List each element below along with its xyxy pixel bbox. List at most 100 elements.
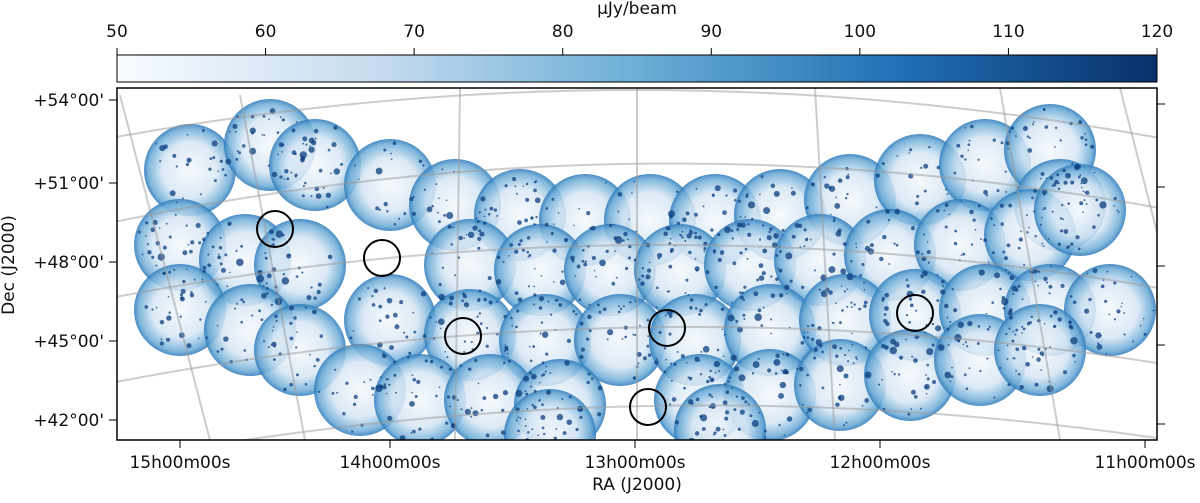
- source: [283, 178, 286, 181]
- source: [267, 164, 270, 167]
- source: [1113, 205, 1115, 207]
- source: [992, 138, 996, 142]
- source: [544, 222, 549, 227]
- source: [217, 255, 222, 260]
- source: [885, 321, 890, 327]
- source: [229, 271, 231, 274]
- source: [978, 269, 985, 276]
- source: [480, 196, 486, 202]
- source: [262, 114, 266, 118]
- source: [208, 167, 212, 171]
- source: [317, 282, 322, 287]
- source: [1106, 270, 1109, 273]
- source: [595, 275, 597, 278]
- pointing: [134, 264, 226, 356]
- source: [946, 328, 950, 331]
- source: [852, 362, 855, 365]
- source: [525, 197, 530, 202]
- source: [282, 273, 286, 276]
- source: [681, 236, 684, 239]
- source: [279, 116, 282, 118]
- source: [284, 169, 289, 174]
- source: [1062, 168, 1066, 173]
- source: [403, 212, 407, 216]
- source: [375, 206, 380, 211]
- source: [698, 312, 702, 316]
- source: [452, 226, 455, 229]
- source: [953, 241, 958, 246]
- source: [617, 310, 621, 314]
- source: [678, 233, 681, 236]
- source: [837, 178, 843, 183]
- source: [539, 332, 542, 335]
- source: [710, 395, 714, 398]
- source: [1071, 162, 1074, 165]
- source: [950, 375, 954, 379]
- source: [863, 300, 868, 305]
- source: [541, 426, 545, 430]
- source: [418, 427, 422, 431]
- source: [573, 224, 575, 227]
- source: [381, 353, 387, 359]
- source: [1006, 344, 1009, 347]
- source: [775, 277, 779, 281]
- source: [272, 326, 275, 328]
- source: [1002, 307, 1006, 310]
- source: [1028, 321, 1032, 325]
- source: [669, 237, 672, 240]
- source: [944, 203, 949, 208]
- source: [461, 299, 465, 303]
- source: [219, 262, 223, 266]
- source: [166, 315, 172, 321]
- source: [369, 378, 372, 381]
- source: [798, 366, 804, 372]
- source: [962, 343, 964, 346]
- source: [383, 148, 387, 152]
- source: [218, 245, 223, 250]
- source: [991, 251, 995, 255]
- source: [895, 243, 899, 247]
- source: [763, 429, 767, 433]
- source: [1033, 210, 1036, 213]
- source: [503, 361, 506, 365]
- source: [503, 349, 507, 352]
- source: [964, 158, 967, 161]
- source: [1007, 147, 1009, 150]
- source: [352, 402, 357, 407]
- source: [721, 328, 724, 331]
- source: [403, 331, 406, 334]
- source: [580, 347, 586, 352]
- source: [290, 171, 293, 174]
- source: [333, 168, 341, 175]
- source: [495, 279, 502, 285]
- source: [786, 292, 788, 295]
- source: [864, 346, 867, 349]
- source: [791, 234, 796, 239]
- source: [754, 313, 762, 321]
- source: [683, 386, 686, 390]
- source: [219, 236, 222, 239]
- source: [668, 332, 672, 336]
- source: [386, 297, 393, 304]
- source: [533, 405, 537, 410]
- source: [757, 308, 762, 313]
- source: [554, 298, 558, 302]
- source: [463, 340, 467, 343]
- source: [211, 140, 218, 147]
- source: [716, 348, 720, 352]
- source: [405, 335, 409, 339]
- source: [911, 226, 915, 231]
- source: [688, 437, 695, 440]
- source: [445, 421, 449, 425]
- source: [349, 336, 353, 340]
- source: [189, 249, 193, 254]
- source: [1083, 199, 1086, 202]
- source: [387, 415, 393, 421]
- source: [926, 241, 929, 243]
- source: [751, 372, 755, 375]
- source: [695, 269, 699, 272]
- source: [647, 335, 650, 338]
- source: [724, 444, 729, 449]
- source: [912, 225, 915, 228]
- source: [185, 224, 188, 227]
